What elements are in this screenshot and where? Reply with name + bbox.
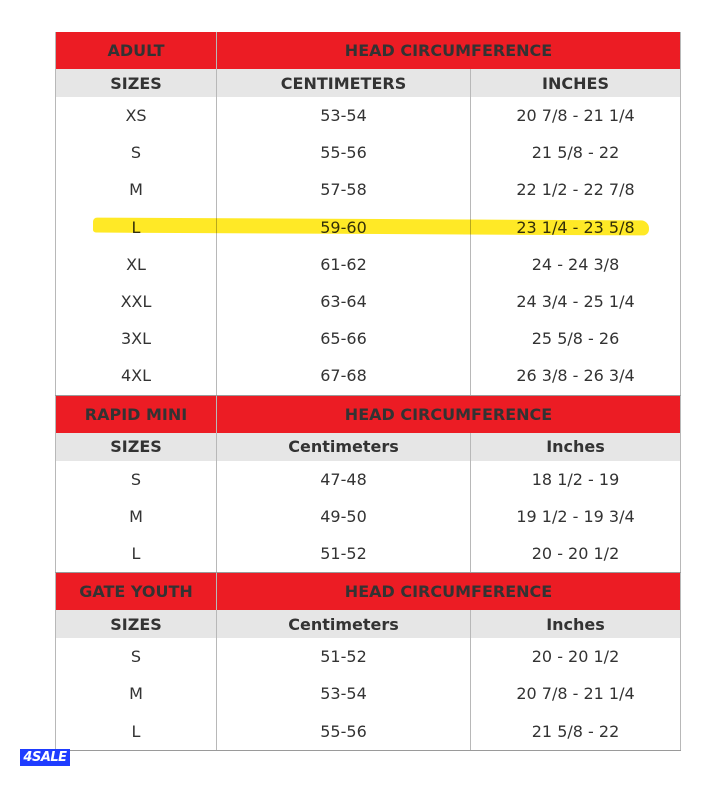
inches-cell: 21 5/8 - 22 — [470, 134, 681, 172]
centimeters-cell: 63-64 — [216, 282, 471, 321]
sizes-header: SIZES — [55, 432, 217, 461]
size-cell: L — [55, 534, 217, 574]
column-header-row: SIZES Centimeters Inches — [55, 432, 681, 461]
inches-header: INCHES — [470, 69, 681, 97]
inches-cell: 22 1/2 - 22 7/8 — [470, 171, 681, 209]
centimeters-header: CENTIMETERS — [216, 69, 471, 97]
centimeters-cell: 57-58 — [216, 171, 471, 209]
size-cell: 3XL — [55, 320, 217, 358]
size-cell: S — [55, 460, 217, 498]
table-row: S 55-56 21 5/8 - 22 — [55, 134, 681, 172]
inches-cell: 18 1/2 - 19 — [470, 460, 681, 498]
table-row: XS 53-54 20 7/8 - 21 1/4 — [55, 97, 681, 135]
centimeters-cell: 49-50 — [216, 497, 471, 535]
centimeters-cell: 53-54 — [216, 675, 471, 713]
table-row: M 53-54 20 7/8 - 21 1/4 — [55, 675, 681, 713]
size-cell: M — [55, 171, 217, 209]
table-row: XL 61-62 24 - 24 3/8 — [55, 245, 681, 283]
yellow-highlight-mark — [92, 217, 650, 236]
table-row: S 47-48 18 1/2 - 19 — [55, 460, 681, 498]
watermark-logo: 4SALE — [20, 749, 70, 766]
table-row: XXL 63-64 24 3/4 - 25 1/4 — [55, 282, 681, 321]
section-title: RAPID MINI — [55, 395, 217, 433]
sizes-header: SIZES — [55, 69, 217, 97]
table-row: 3XL 65-66 25 5/8 - 26 — [55, 320, 681, 358]
inches-header: Inches — [470, 432, 681, 461]
group-header: HEAD CIRCUMFERENCE — [216, 395, 681, 433]
size-cell: S — [55, 134, 217, 172]
centimeters-cell: 47-48 — [216, 460, 471, 498]
inches-cell: 24 - 24 3/8 — [470, 245, 681, 283]
section-title: ADULT — [55, 32, 217, 69]
column-header-row: SIZES CENTIMETERS INCHES — [55, 69, 681, 97]
inches-cell: 20 7/8 - 21 1/4 — [470, 675, 681, 713]
centimeters-cell: 65-66 — [216, 320, 471, 358]
table-row: S 51-52 20 - 20 1/2 — [55, 638, 681, 676]
section-title-row: RAPID MINI HEAD CIRCUMFERENCE — [55, 395, 681, 433]
inches-header: Inches — [470, 610, 681, 639]
size-cell: XS — [55, 97, 217, 135]
inches-cell: 21 5/8 - 22 — [470, 712, 681, 751]
size-cell: XL — [55, 245, 217, 283]
size-cell: S — [55, 638, 217, 676]
centimeters-cell: 51-52 — [216, 638, 471, 676]
group-header: HEAD CIRCUMFERENCE — [216, 32, 681, 69]
centimeters-cell: 51-52 — [216, 534, 471, 574]
column-header-row: SIZES Centimeters Inches — [55, 610, 681, 639]
size-cell: M — [55, 675, 217, 713]
centimeters-cell: 61-62 — [216, 245, 471, 283]
table-row: L 55-56 21 5/8 - 22 — [55, 712, 681, 751]
section-title-row: ADULT HEAD CIRCUMFERENCE — [55, 32, 681, 69]
section-title-row: GATE YOUTH HEAD CIRCUMFERENCE — [55, 572, 681, 611]
table-row: M 57-58 22 1/2 - 22 7/8 — [55, 171, 681, 209]
helmet-size-chart: ADULT HEAD CIRCUMFERENCE SIZES CENTIMETERS I… — [55, 32, 681, 751]
table-row: M 49-50 19 1/2 - 19 3/4 — [55, 497, 681, 535]
size-cell: XXL — [55, 282, 217, 321]
inches-cell: 20 7/8 - 21 1/4 — [470, 97, 681, 135]
group-header: HEAD CIRCUMFERENCE — [216, 572, 681, 611]
centimeters-header: Centimeters — [216, 610, 471, 639]
table-row: L 51-52 20 - 20 1/2 — [55, 534, 681, 574]
size-cell: M — [55, 497, 217, 535]
inches-cell: 20 - 20 1/2 — [470, 638, 681, 676]
inches-cell: 26 3/8 - 26 3/4 — [470, 357, 681, 396]
centimeters-cell: 67-68 — [216, 357, 471, 396]
sizes-header: SIZES — [55, 610, 217, 639]
centimeters-cell: 55-56 — [216, 712, 471, 751]
size-cell: L — [55, 712, 217, 751]
inches-cell: 20 - 20 1/2 — [470, 534, 681, 574]
inches-cell: 19 1/2 - 19 3/4 — [470, 497, 681, 535]
table-row: 4XL 67-68 26 3/8 - 26 3/4 — [55, 357, 681, 396]
size-cell: 4XL — [55, 357, 217, 396]
inches-cell: 24 3/4 - 25 1/4 — [470, 282, 681, 321]
section-title: GATE YOUTH — [55, 572, 217, 611]
centimeters-header: Centimeters — [216, 432, 471, 461]
inches-cell: 25 5/8 - 26 — [470, 320, 681, 358]
centimeters-cell: 55-56 — [216, 134, 471, 172]
centimeters-cell: 53-54 — [216, 97, 471, 135]
